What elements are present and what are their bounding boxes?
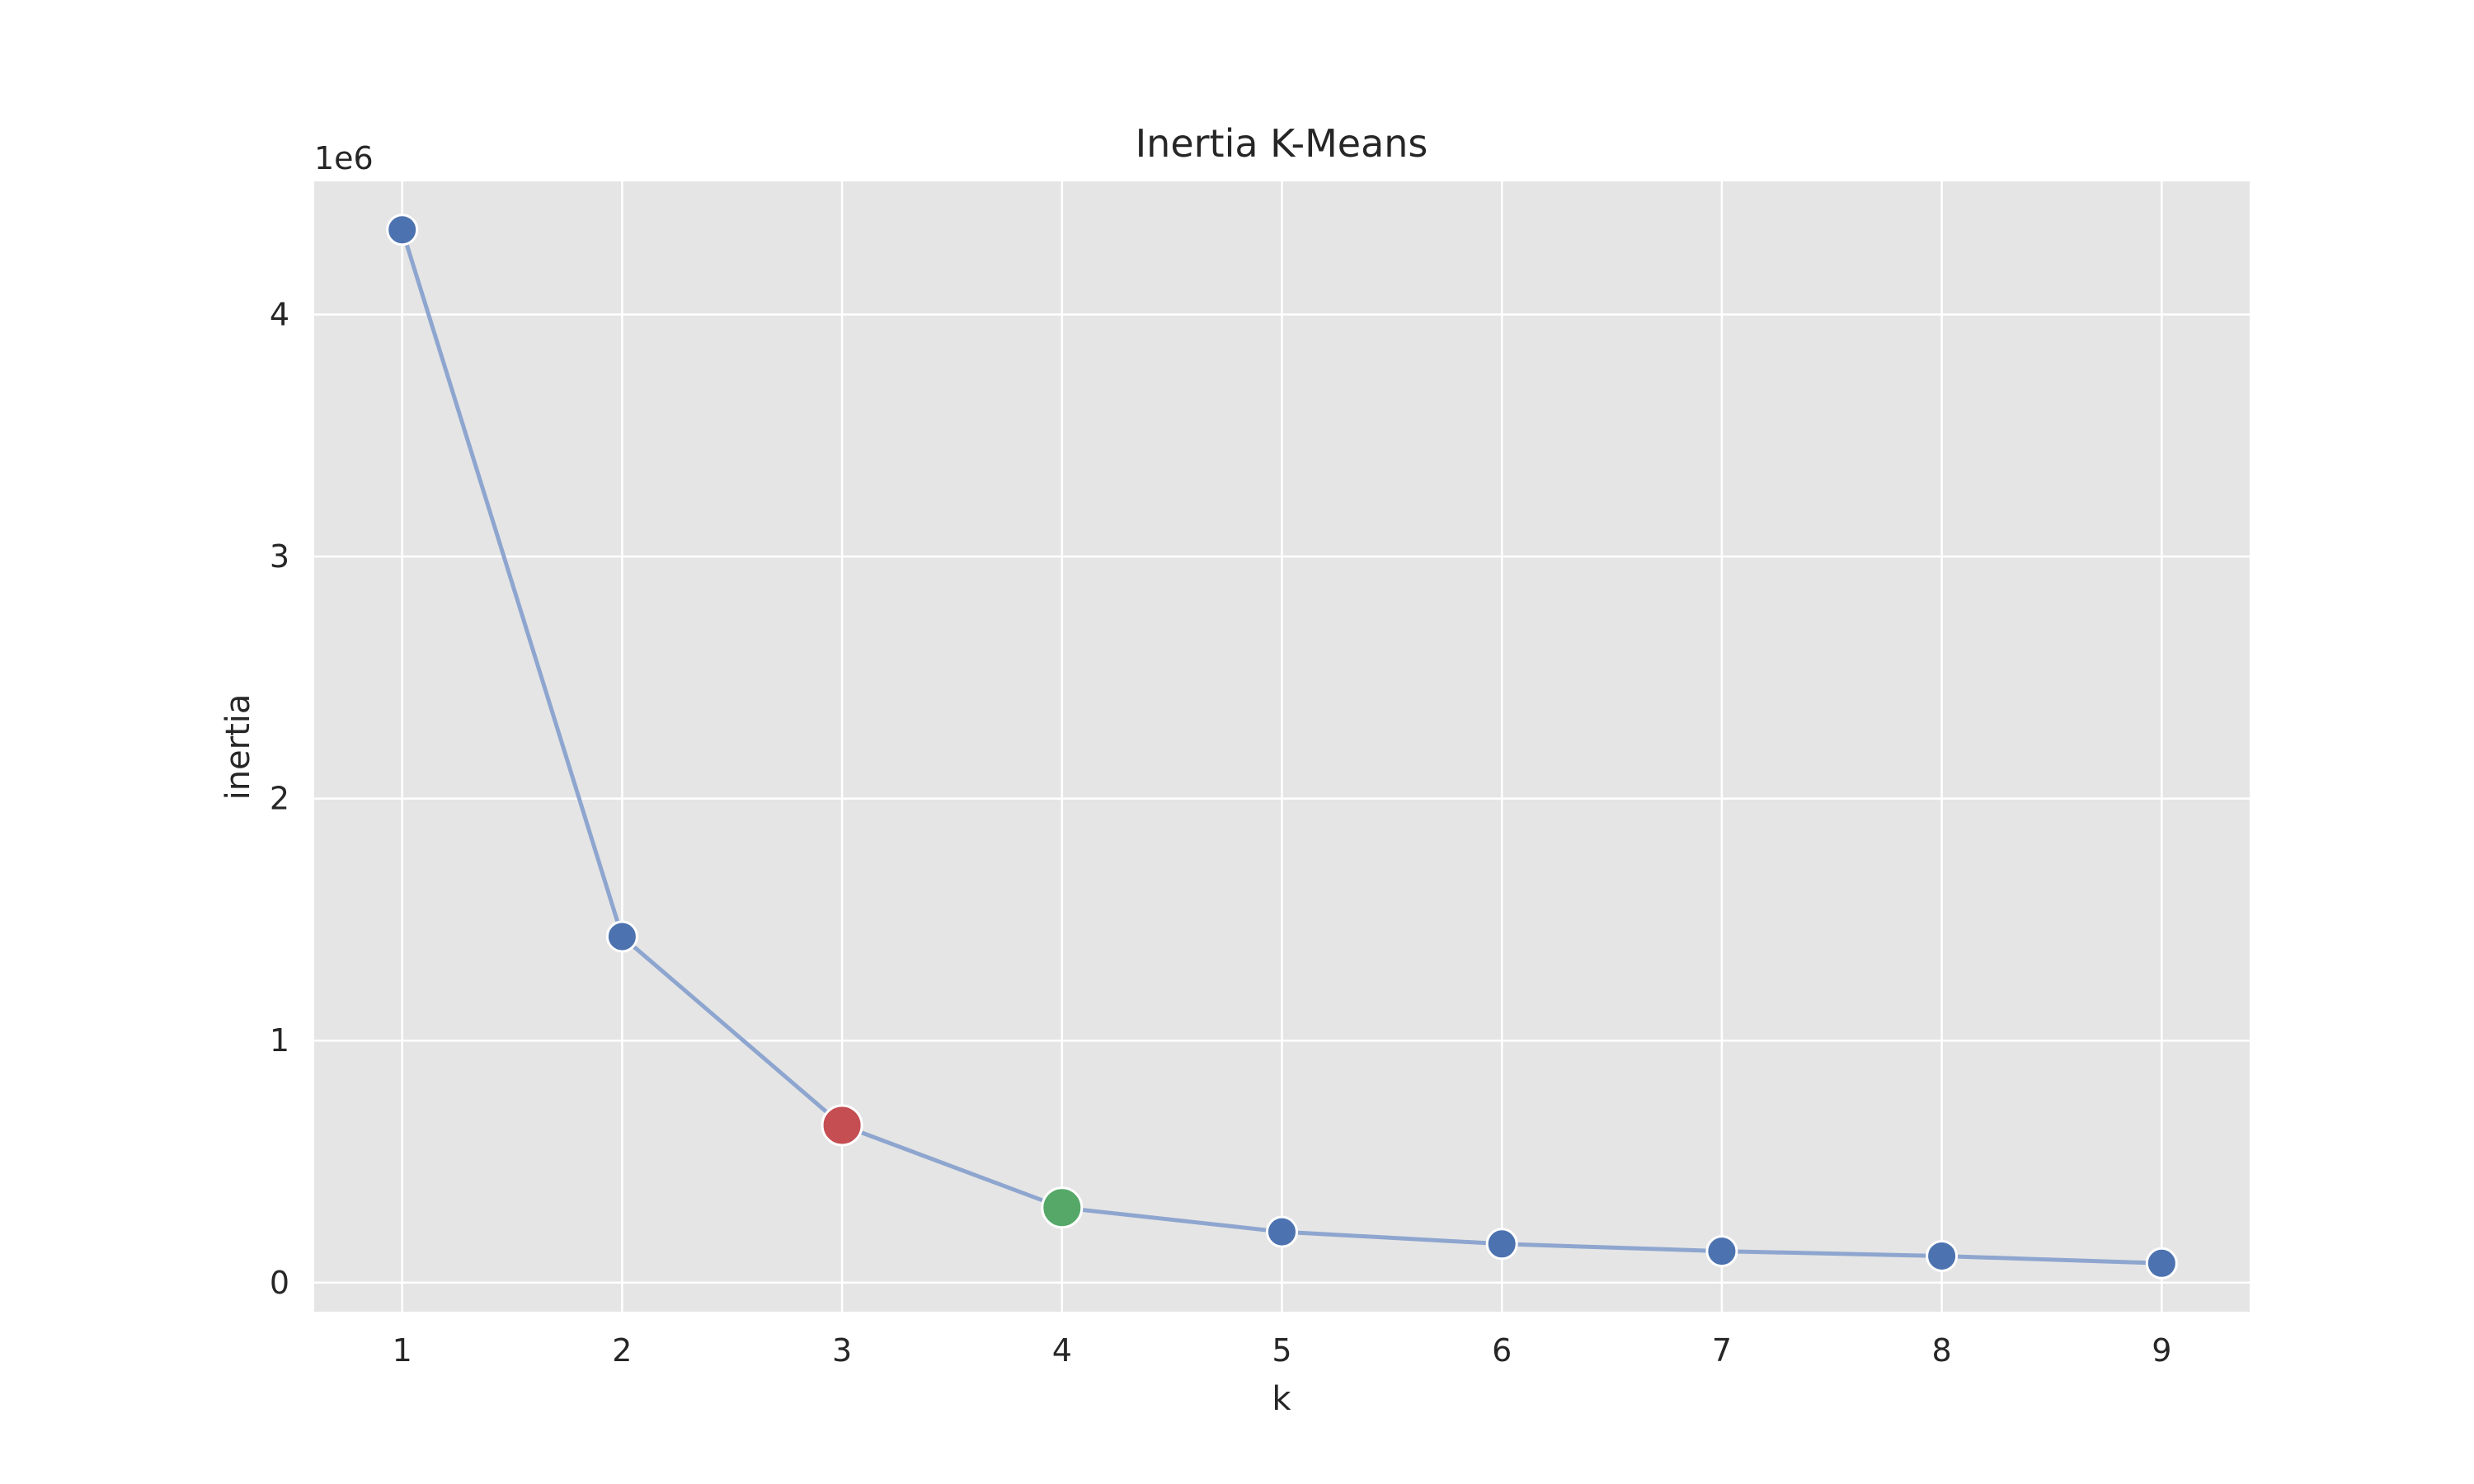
x-tick-label: 3: [832, 1332, 852, 1369]
data-point: [2145, 1247, 2178, 1280]
x-tick-label: 1: [393, 1332, 412, 1369]
data-point: [1485, 1228, 1518, 1261]
x-tick-label: 6: [1492, 1332, 1512, 1369]
highlight-point: [821, 1104, 863, 1147]
y-tick-label: 3: [270, 538, 289, 575]
highlight-point: [1041, 1186, 1084, 1229]
marker-layer: [386, 214, 2178, 1280]
data-point: [605, 920, 638, 953]
y-tick-label: 0: [270, 1265, 289, 1301]
chart-title: Inertia K-Means: [1136, 121, 1428, 166]
x-tick-label: 2: [612, 1332, 632, 1369]
x-tick-label: 9: [2152, 1332, 2171, 1369]
y-tick-label: 2: [270, 781, 289, 817]
y-tick-label: 4: [270, 296, 289, 332]
y-axis-title: inertia: [219, 694, 257, 801]
y-offset-label: 1e6: [314, 140, 374, 176]
data-point: [1926, 1239, 1959, 1272]
x-tick-label: 5: [1272, 1332, 1291, 1369]
y-tick-label: 1: [270, 1022, 289, 1059]
x-tick-label: 4: [1052, 1332, 1072, 1369]
tick-labels: 1 2 3 4 5 6 7 8 9 0 1 2 3 4: [270, 296, 2172, 1369]
data-point: [386, 214, 419, 247]
x-axis-title: k: [1272, 1380, 1291, 1418]
x-tick-label: 8: [1932, 1332, 1952, 1369]
data-point: [1705, 1235, 1738, 1268]
data-point: [1266, 1215, 1298, 1248]
x-tick-label: 7: [1712, 1332, 1732, 1369]
grid: [314, 181, 2250, 1312]
